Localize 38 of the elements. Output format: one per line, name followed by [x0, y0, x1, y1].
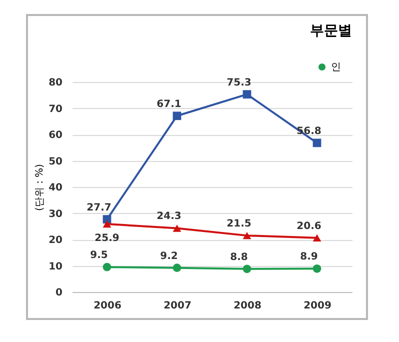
- data-label: 21.5: [226, 218, 252, 230]
- chart-title: 부문별: [310, 23, 352, 39]
- legend-label: 인: [331, 62, 341, 73]
- point: [102, 220, 112, 228]
- y-tick-label: 20: [48, 235, 63, 246]
- point: [172, 224, 182, 232]
- point: [312, 138, 322, 148]
- data-label: 27.7: [86, 202, 112, 214]
- y-tick-label: 0: [56, 288, 63, 298]
- x-tick-label: 2006: [94, 300, 122, 312]
- y-tick-label: 70: [48, 104, 63, 115]
- point: [312, 264, 322, 273]
- data-label: 9.2: [160, 250, 178, 262]
- data-label: 8.9: [300, 252, 318, 263]
- point: [102, 262, 112, 272]
- point: [242, 90, 252, 99]
- x-tick-label: 2007: [164, 300, 192, 312]
- y-tick-label: 60: [48, 130, 63, 141]
- point: [172, 112, 182, 120]
- data-label: 75.3: [226, 77, 252, 88]
- data-label: 9.5: [90, 250, 108, 262]
- y-tick-label: 40: [48, 182, 63, 194]
- data-label: 8.8: [230, 252, 248, 263]
- point: [312, 234, 322, 242]
- x-tick-label: 2008: [234, 300, 262, 312]
- y-tick-label: 80: [48, 78, 63, 88]
- point: [242, 264, 252, 274]
- data-label: 24.3: [156, 211, 182, 222]
- data-label: 20.6: [296, 220, 322, 232]
- point: [172, 264, 182, 272]
- y-tick-label: 10: [48, 261, 63, 272]
- y-axis-title: (단위 : %): [34, 164, 46, 212]
- data-label: 67.1: [156, 98, 182, 110]
- y-tick-label: 30: [48, 208, 63, 220]
- point: [242, 232, 252, 240]
- x-tick-label: 2009: [304, 300, 332, 312]
- data-label: 25.9: [94, 233, 120, 244]
- y-tick-label: 50: [48, 156, 63, 168]
